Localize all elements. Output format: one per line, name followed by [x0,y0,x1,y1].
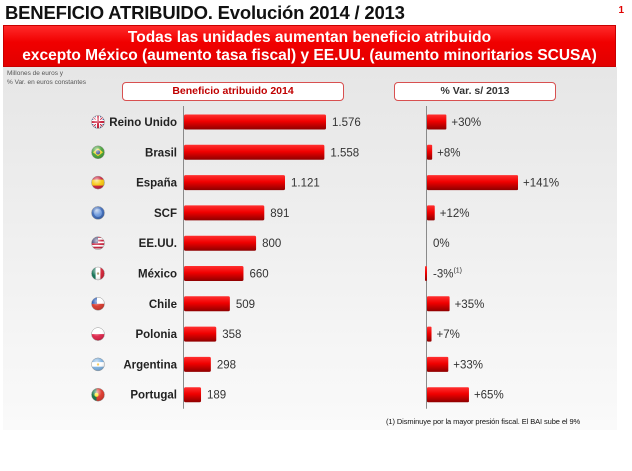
variation-bar-polonia [427,326,432,342]
profit-bar-portugal [184,387,202,403]
portugal-flag-icon [91,387,105,402]
variation-bar-espaa [427,175,518,191]
banner-line-1: Todas las unidades aumentan beneficio at… [127,29,492,46]
footnote-marker: (1) [453,268,462,275]
column-header-profit: Beneficio atribuido 2014 [122,82,344,101]
footnote: (1) Disminuye por la mayor presión fisca… [386,417,581,426]
profit-value-argentina: 298 [217,359,236,371]
variation-bar-mxico [425,266,427,281]
variation-bar-scf [427,205,435,221]
variation-bar-reino-unido [427,114,447,130]
country-label-brasil: Brasil [145,147,177,159]
spain-flag-icon [91,175,105,190]
country-label-eeuu: EE.UU. [139,238,177,250]
mexico-flag-icon [91,266,105,281]
variation-value-eeuu: 0% [433,238,450,250]
variation-value-argentina: +33% [453,359,483,371]
country-label-portugal: Portugal [130,390,177,402]
country-label-mxico: México [138,269,177,281]
profit-value-portugal: 189 [207,390,226,402]
country-label-chile: Chile [149,299,177,311]
poland-flag-icon [91,327,105,341]
variation-value-portugal: +65% [474,390,504,402]
banner-line-2: excepto México (aumento tasa fiscal) y E… [22,47,597,64]
variation-value-reino-unido: +30% [451,117,481,129]
profit-bar-brasil [184,144,325,160]
variation-value-mxico: -3%(1) [433,268,462,281]
variation-bar-brasil [427,144,433,160]
profit-bar-polonia [184,326,217,342]
variation-value-espaa: +141% [523,178,559,190]
profit-value-scf: 891 [270,208,289,220]
profit-value-mxico: 660 [249,269,268,281]
variation-value-chile: +35% [455,299,485,311]
uk-flag-icon [91,115,105,129]
profit-value-brasil: 1.558 [330,147,359,159]
variation-value-scf: +12% [440,208,470,220]
profit-value-polonia: 358 [222,329,241,341]
profit-bar-mxico [184,266,244,281]
brazil-flag-icon [91,145,105,160]
variation-value-brasil: +8% [437,147,460,159]
country-label-argentina: Argentina [123,359,177,371]
profit-chart: Reino Unido 1.576 Brasil 1.558 España 1.121 SC… [91,106,361,409]
variation-bar-portugal [427,387,469,403]
page-title: BENEFICIO ATRIBUIDO. Evolución 2014 / 20… [5,2,405,23]
scf-globe-icon [91,206,105,220]
chile-flag-icon [91,297,105,311]
page-number: 1 [618,5,624,16]
country-label-reino-unido: Reino Unido [109,117,177,129]
variation-value-polonia: +7% [437,329,460,341]
argentina-flag-icon [91,357,105,372]
headline-banner: Todas las unidades aumentan beneficio at… [3,25,616,67]
profit-bar-chile [184,296,230,312]
variation-bar-chile [427,296,450,312]
profit-bar-scf [184,205,265,221]
units-note-line-2: % Var. en euros constantes [7,79,87,86]
profit-value-eeuu: 800 [262,238,281,250]
profit-bar-argentina [184,356,211,372]
country-label-polonia: Polonia [135,329,177,341]
variation-bar-argentina [427,356,449,372]
units-note-line-1: Millones de euros y [7,70,63,77]
variation-chart: +30% +8% +141% +12% 0% -3%(1) +35% +7% +33% +65% [425,106,559,409]
profit-value-espaa: 1.121 [291,178,320,190]
country-label-scf: SCF [154,208,177,220]
profit-bar-espaa [184,175,286,191]
usa-flag-icon [91,236,105,250]
profit-bar-reino-unido [184,114,326,130]
profit-value-reino-unido: 1.576 [332,117,361,129]
units-note: Millones de euros y % Var. en euros cons… [7,69,86,87]
column-header-variation: % Var. s/ 2013 [394,82,556,101]
profit-bar-eeuu [184,235,257,251]
country-label-espaa: España [136,178,178,190]
profit-value-chile: 509 [236,299,255,311]
